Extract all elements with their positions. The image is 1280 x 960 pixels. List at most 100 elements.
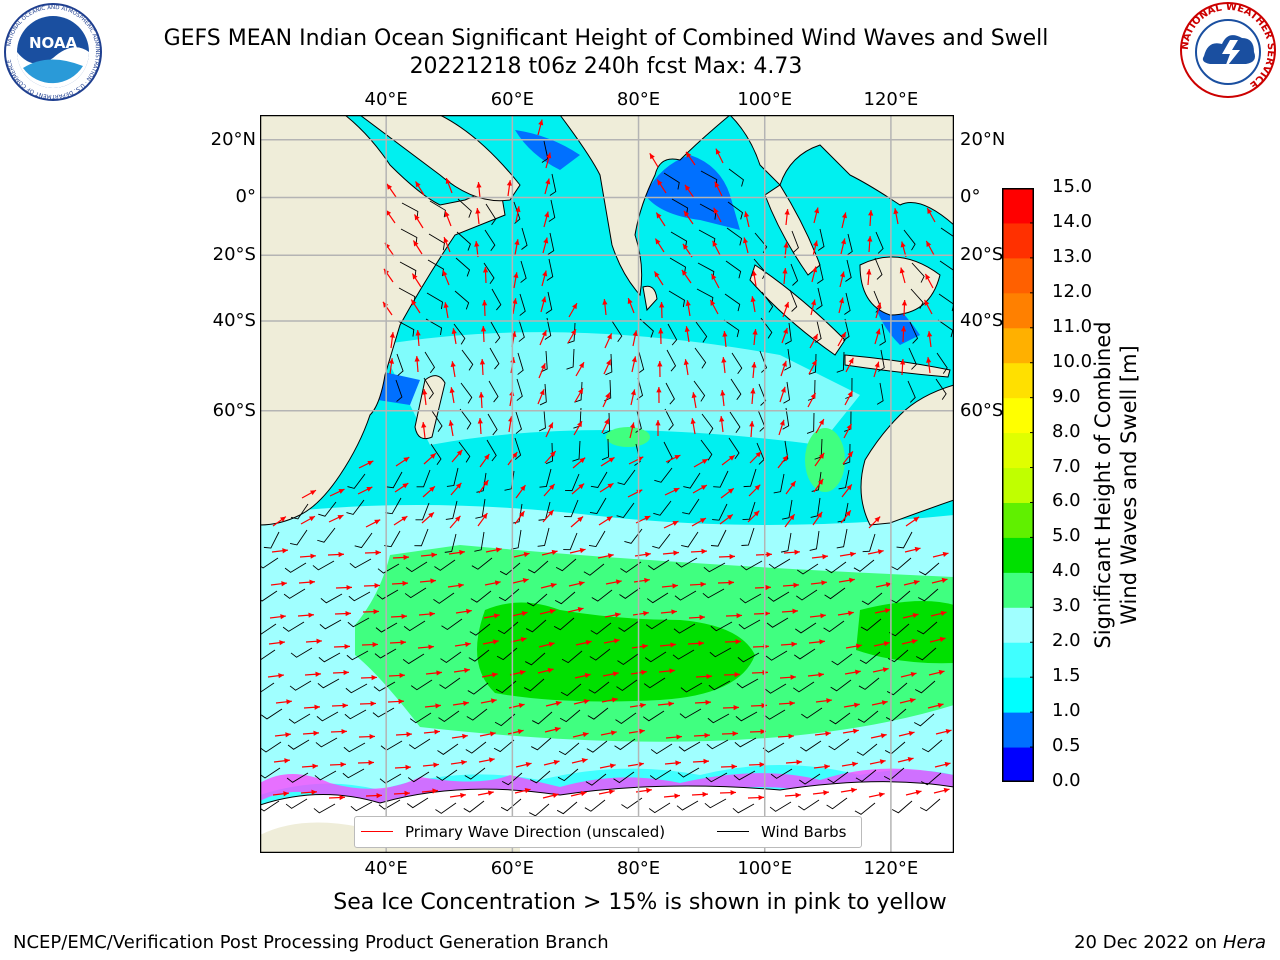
wind-barb (410, 679, 433, 691)
wave-direction-arrow (867, 235, 873, 253)
wave-direction-arrow (512, 298, 518, 315)
wave-direction-arrow (390, 613, 408, 620)
wind-barb (290, 529, 308, 546)
wind-barb (677, 767, 700, 778)
wave-direction-arrow (627, 297, 635, 314)
wave-direction-arrow (929, 636, 946, 643)
wave-direction-arrow (747, 794, 765, 801)
wave-direction-arrow (814, 731, 831, 737)
wind-barb (764, 683, 787, 694)
wind-barb (663, 441, 673, 464)
wave-direction-arrow (721, 731, 739, 737)
wind-barb (885, 708, 907, 722)
wind-barb (789, 289, 798, 312)
wind-barb (780, 532, 792, 553)
wave-direction-arrow (875, 302, 882, 319)
wave-core-4-5m-east (856, 601, 954, 664)
wave-direction-arrow (845, 643, 862, 649)
wind-barb (314, 770, 337, 781)
wave-direction-arrow (392, 554, 410, 561)
wind-barb (878, 349, 885, 372)
wind-barb (517, 352, 524, 375)
lon-tick-top: 100°E (737, 89, 793, 110)
wave-direction-arrow (631, 643, 648, 650)
wave-direction-arrow (841, 212, 847, 229)
wave-direction-arrow (683, 359, 689, 376)
madagascar (414, 375, 446, 440)
wave-direction-arrow (570, 791, 587, 797)
wind-barb (515, 411, 522, 434)
wave-direction-arrow (328, 514, 344, 523)
wave-direction-arrow (299, 553, 317, 559)
wind-barb (474, 531, 485, 552)
wave-direction-arrow (809, 333, 819, 349)
wave-direction-arrow (388, 672, 406, 679)
colorbar-cell (1002, 327, 1034, 364)
wave-direction-arrow (810, 580, 827, 586)
wave-direction-arrow (840, 509, 852, 524)
wind-barb (488, 380, 499, 403)
wave-direction-arrow (335, 584, 353, 591)
wave-direction-arrow (363, 583, 381, 589)
wave-direction-arrow (386, 183, 397, 198)
wave-direction-arrow (812, 790, 829, 796)
wind-barb (455, 257, 471, 277)
wind-barb (728, 437, 740, 459)
africa-landmass (260, 115, 506, 526)
wave-direction-arrow (690, 418, 696, 435)
wave-direction-arrow (572, 732, 589, 738)
wave-direction-arrow (479, 358, 486, 376)
wind-barb (261, 708, 283, 720)
wave-direction-arrow (717, 579, 735, 586)
wind-barb (853, 559, 875, 572)
wind-barb (642, 710, 665, 722)
wave-direction-arrow (394, 482, 409, 493)
wind-barb (773, 473, 785, 494)
wind-barb (823, 620, 845, 633)
wave-direction-arrow (653, 271, 664, 286)
wave-direction-arrow (633, 577, 650, 584)
lat-tick-right: 0° (960, 186, 981, 208)
wave-direction-arrow (365, 519, 381, 528)
wind-barb (348, 591, 371, 602)
wind-barb (514, 437, 522, 460)
wave-direction-arrow (300, 515, 316, 525)
wave-direction-arrow (395, 456, 410, 467)
wind-barb (260, 741, 282, 753)
colorbar-cell (1002, 257, 1034, 294)
wave-direction-arrow (538, 641, 555, 648)
wave-direction-arrow (691, 517, 707, 527)
wave-direction-arrow (807, 392, 817, 408)
wave-direction-arrow (627, 761, 644, 767)
wind-barb (846, 233, 853, 256)
wind-barb (468, 649, 490, 662)
wave-direction-arrow (709, 299, 719, 315)
wave-direction-arrow (599, 763, 616, 769)
wave-direction-arrow (785, 480, 797, 495)
lat-tick-right: 60°S (960, 399, 1004, 421)
wave-direction-arrow (602, 299, 608, 316)
wave-direction-arrow (542, 792, 559, 799)
wind-barb (518, 319, 525, 342)
colorbar-tick-label: 9.0 (1052, 385, 1081, 407)
wave-direction-arrow (545, 700, 562, 707)
wind-barb (919, 798, 941, 812)
wave-direction-arrow (683, 210, 694, 225)
lat-tick-left: 40°S (212, 310, 256, 332)
wind-barb (373, 681, 396, 692)
wave-direction-arrow (603, 638, 620, 644)
wind-barb (428, 233, 445, 251)
wave-core-4-5m (477, 602, 755, 702)
wave-direction-arrow (443, 236, 451, 253)
wind-barb (784, 348, 791, 371)
wave-direction-arrow (931, 577, 948, 584)
wave-direction-arrow (629, 422, 636, 439)
wind-barb (916, 621, 938, 635)
wave-direction-arrow (751, 362, 757, 379)
wave-direction-arrow (840, 787, 857, 793)
wave-direction-arrow (449, 792, 466, 799)
wave-direction-arrow (749, 728, 767, 735)
wave-direction-arrow (478, 391, 484, 409)
wind-barb (795, 622, 817, 634)
wave-direction-arrow (868, 792, 885, 798)
